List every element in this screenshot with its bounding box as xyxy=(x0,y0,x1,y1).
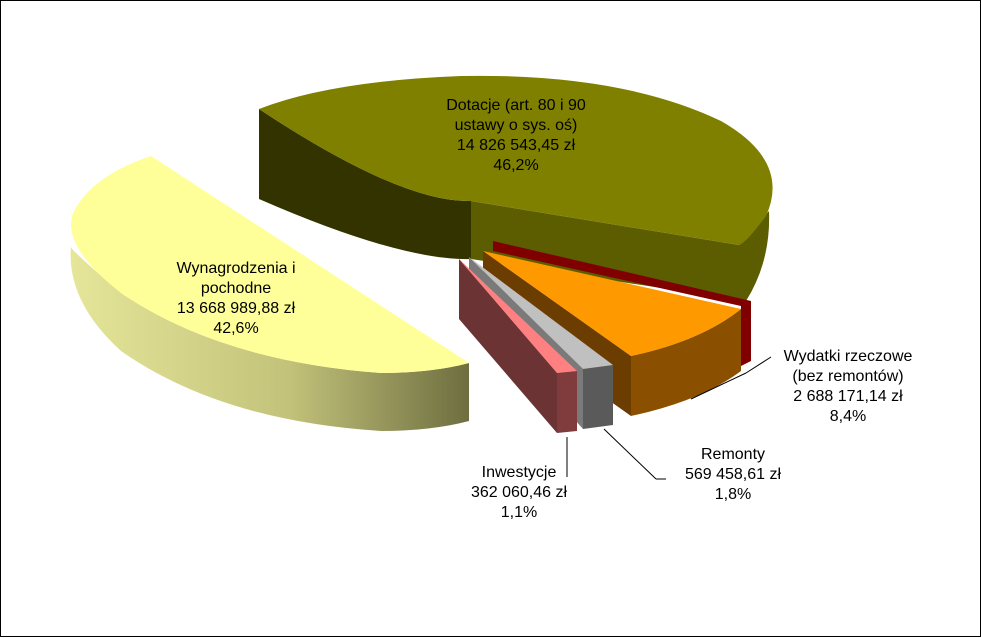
label-wynagrodzenia-amount: 13 668 989,88 zł xyxy=(176,300,296,317)
label-wydatki-line2: (bez remontów) xyxy=(792,368,904,385)
label-remonty-amount: 569 458,61 zł xyxy=(684,466,782,483)
leader-line-remonty xyxy=(603,428,657,480)
pie-slice-inwestycje xyxy=(459,259,577,433)
label-wynagrodzenia-line1: Wynagrodzenia i xyxy=(176,260,296,277)
slice-inwestycje-top xyxy=(459,259,577,373)
slice-inwestycje-side xyxy=(557,371,577,433)
slice-dotacje-side-right xyxy=(471,201,770,301)
slice-wynagrodzenia-top xyxy=(71,156,469,373)
label-inwestycje: Inwestycje 362 060,46 zł 1,1% xyxy=(449,463,589,523)
label-wydatki-amount: 2 688 171,14 zł xyxy=(793,388,903,405)
slice-wydatki-top xyxy=(483,251,741,356)
label-inwestycje-amount: 362 060,46 zł xyxy=(470,484,568,501)
label-dotacje-amount: 14 826 543,45 zł xyxy=(456,137,576,154)
label-dotacje-percent: 46,2% xyxy=(493,157,539,174)
slice-inwestycje-side-left xyxy=(459,259,557,433)
slice-wydatki-redcap xyxy=(493,241,751,366)
label-inwestycje-line1: Inwestycje xyxy=(481,464,557,481)
slice-dotacje-side xyxy=(259,109,471,260)
label-wydatki-percent: 8,4% xyxy=(829,408,867,425)
label-wydatki-line1: Wydatki rzeczowe xyxy=(783,348,913,365)
label-wynagrodzenia-percent: 42,6% xyxy=(213,320,259,337)
pie-slice-dotacje xyxy=(259,75,773,301)
label-remonty: Remonty 569 458,61 zł 1,8% xyxy=(658,445,808,505)
label-remonty-line1: Remonty xyxy=(700,446,766,463)
pie-slice-wynagrodzenia xyxy=(70,156,470,431)
slice-wynagrodzenia-side xyxy=(70,246,470,431)
slice-remonty-top xyxy=(469,257,613,369)
label-wydatki: Wydatki rzeczowe (bez remontów) 2 688 17… xyxy=(763,347,933,427)
label-wynagrodzenia: Wynagrodzenia i pochodne 13 668 989,88 z… xyxy=(151,259,321,339)
slice-dotacje-top xyxy=(259,75,773,245)
leader-line-wydatki-tick xyxy=(745,356,772,374)
label-remonty-percent: 1,8% xyxy=(714,486,752,503)
label-dotacje-line1: Dotacje (art. 80 i 90 xyxy=(446,97,586,114)
slice-remonty-side xyxy=(583,365,613,429)
label-wynagrodzenia-line2: pochodne xyxy=(200,280,272,297)
label-dotacje: Dotacje (art. 80 i 90 ustawy o sys. oś) … xyxy=(431,96,601,176)
label-inwestycje-percent: 1,1% xyxy=(500,504,538,521)
label-dotacje-line2: ustawy o sys. oś) xyxy=(454,117,578,134)
slice-wydatki-side-front xyxy=(631,309,741,416)
leader-line-wydatki xyxy=(690,372,747,400)
